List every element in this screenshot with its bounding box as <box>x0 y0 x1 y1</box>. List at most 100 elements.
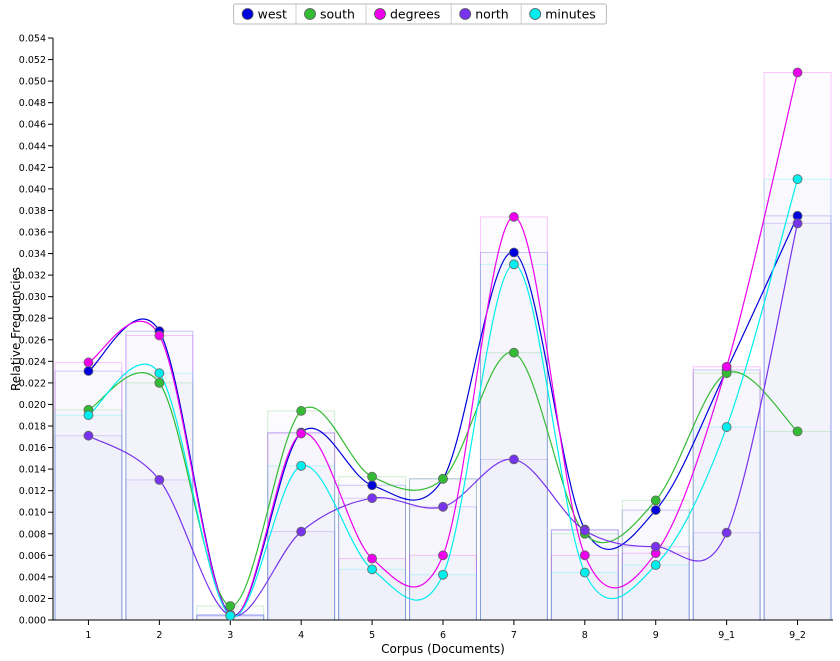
background-bar-north <box>479 458 548 621</box>
data-point-minutes[interactable] <box>367 564 377 575</box>
y-tick-label: 0.030 <box>19 292 46 303</box>
data-point-minutes[interactable] <box>650 560 661 570</box>
data-point-degrees[interactable] <box>509 212 519 222</box>
data-point-south[interactable] <box>438 473 448 484</box>
data-point-degrees[interactable] <box>367 553 377 564</box>
legend-label-south: south <box>320 7 355 22</box>
y-tick-label: 0.004 <box>19 572 46 583</box>
data-point-south[interactable] <box>154 377 165 388</box>
data-point-degrees[interactable] <box>579 550 590 561</box>
data-point-degrees[interactable] <box>438 550 448 561</box>
background-bar-minutes <box>621 564 690 621</box>
data-point-minutes[interactable] <box>154 368 165 379</box>
legend-label-degrees: degrees <box>390 7 440 22</box>
data-point-west[interactable] <box>367 480 377 491</box>
background-bar-minutes <box>125 372 194 621</box>
background-bar-minutes <box>267 465 336 621</box>
background-bar-north <box>125 479 194 621</box>
y-tick-label: 0.014 <box>19 465 46 476</box>
y-tick-label: 0.000 <box>19 616 46 627</box>
axes: 0.000 0.002 0.004 0.006 0.008 0.010 0.012 0.014… <box>19 34 833 641</box>
background-bar-north <box>267 531 336 621</box>
data-point-north[interactable] <box>650 541 661 552</box>
y-tick-label: 0.002 <box>19 594 46 605</box>
data-point-west[interactable] <box>509 247 519 258</box>
y-tick-label: 0.008 <box>19 529 46 540</box>
data-point-minutes[interactable] <box>579 567 590 578</box>
y-tick-label: 0.040 <box>19 184 46 195</box>
y-tick-label: 0.050 <box>19 77 46 88</box>
legend-label-north: north <box>475 7 509 22</box>
data-point-west[interactable] <box>650 505 661 515</box>
background-bar-north <box>692 532 761 621</box>
data-point-minutes[interactable] <box>792 174 803 185</box>
data-point-south[interactable] <box>509 347 519 358</box>
data-point-degrees[interactable] <box>83 357 94 368</box>
legend-item-north[interactable]: north <box>450 4 509 24</box>
background-bar-south <box>125 382 194 621</box>
x-axis-title: Corpus (Documents) <box>381 642 505 656</box>
data-point-north[interactable] <box>438 501 448 512</box>
background-bar-north <box>409 506 477 621</box>
data-point-north[interactable] <box>721 527 732 538</box>
data-point-west[interactable] <box>83 366 94 376</box>
data-point-minutes[interactable] <box>83 410 94 421</box>
data-point-north[interactable] <box>83 430 94 441</box>
background-bars <box>54 71 832 621</box>
data-point-north[interactable] <box>154 474 165 485</box>
data-point-south[interactable] <box>792 426 803 437</box>
legend-item-minutes[interactable]: minutes <box>520 4 596 24</box>
y-tick-label: 0.028 <box>19 314 46 325</box>
y-tick-label: 0.006 <box>19 551 46 562</box>
data-point-degrees[interactable] <box>296 428 307 439</box>
background-bar-degrees <box>54 361 123 621</box>
y-tick-label: 0.026 <box>19 335 46 346</box>
data-point-north[interactable] <box>792 218 803 229</box>
legend-item-south[interactable]: south <box>295 4 355 24</box>
y-axis-ticks: 0.000 0.002 0.004 0.006 0.008 0.010 0.012 0.014… <box>19 34 53 627</box>
data-point-south[interactable] <box>225 601 236 611</box>
legend[interactable]: west south degrees north minutes <box>233 3 607 25</box>
background-bar-north <box>621 546 690 621</box>
legend-label-west: west <box>258 7 287 22</box>
x-tick-label: 2 <box>156 630 162 641</box>
x-tick-label: 5 <box>369 630 375 641</box>
data-point-north[interactable] <box>296 526 307 537</box>
y-tick-label: 0.044 <box>19 141 46 152</box>
legend-label-minutes: minutes <box>545 7 596 22</box>
data-point-south[interactable] <box>296 406 307 416</box>
y-tick-label: 0.034 <box>19 249 46 260</box>
y-axis-title: Relative Frequencies <box>9 267 23 391</box>
data-point-degrees[interactable] <box>721 361 732 372</box>
data-point-minutes[interactable] <box>438 569 448 580</box>
background-bar-degrees <box>763 71 832 621</box>
background-bar-west <box>338 484 407 621</box>
data-point-minutes[interactable] <box>225 610 236 621</box>
y-tick-label: 0.018 <box>19 422 46 433</box>
y-tick-label: 0.024 <box>19 357 46 368</box>
legend-swatch-south <box>304 8 316 20</box>
y-tick-label: 0.036 <box>19 228 46 239</box>
data-point-north[interactable] <box>509 454 519 465</box>
background-bar-minutes <box>338 568 407 621</box>
legend-item-degrees[interactable]: degrees <box>365 4 440 24</box>
background-bar-west <box>692 369 761 621</box>
data-point-minutes[interactable] <box>509 259 519 270</box>
background-bar-south <box>479 352 548 621</box>
y-tick-label: 0.010 <box>19 508 46 519</box>
y-tick-label: 0.020 <box>19 400 46 411</box>
x-tick-label: 7 <box>511 630 517 641</box>
data-point-north[interactable] <box>367 493 377 504</box>
legend-item-west[interactable]: west <box>241 7 287 22</box>
data-point-south[interactable] <box>367 471 377 482</box>
legend-swatch-north <box>459 8 472 20</box>
background-bar-south <box>692 372 761 621</box>
data-point-minutes[interactable] <box>721 422 732 432</box>
data-point-north[interactable] <box>579 525 590 536</box>
data-point-degrees[interactable] <box>154 330 165 341</box>
background-bar-north <box>763 222 832 621</box>
data-point-minutes[interactable] <box>296 460 307 471</box>
data-point-south[interactable] <box>650 495 661 506</box>
x-tick-label: 9 <box>653 630 659 641</box>
data-point-degrees[interactable] <box>792 67 803 78</box>
